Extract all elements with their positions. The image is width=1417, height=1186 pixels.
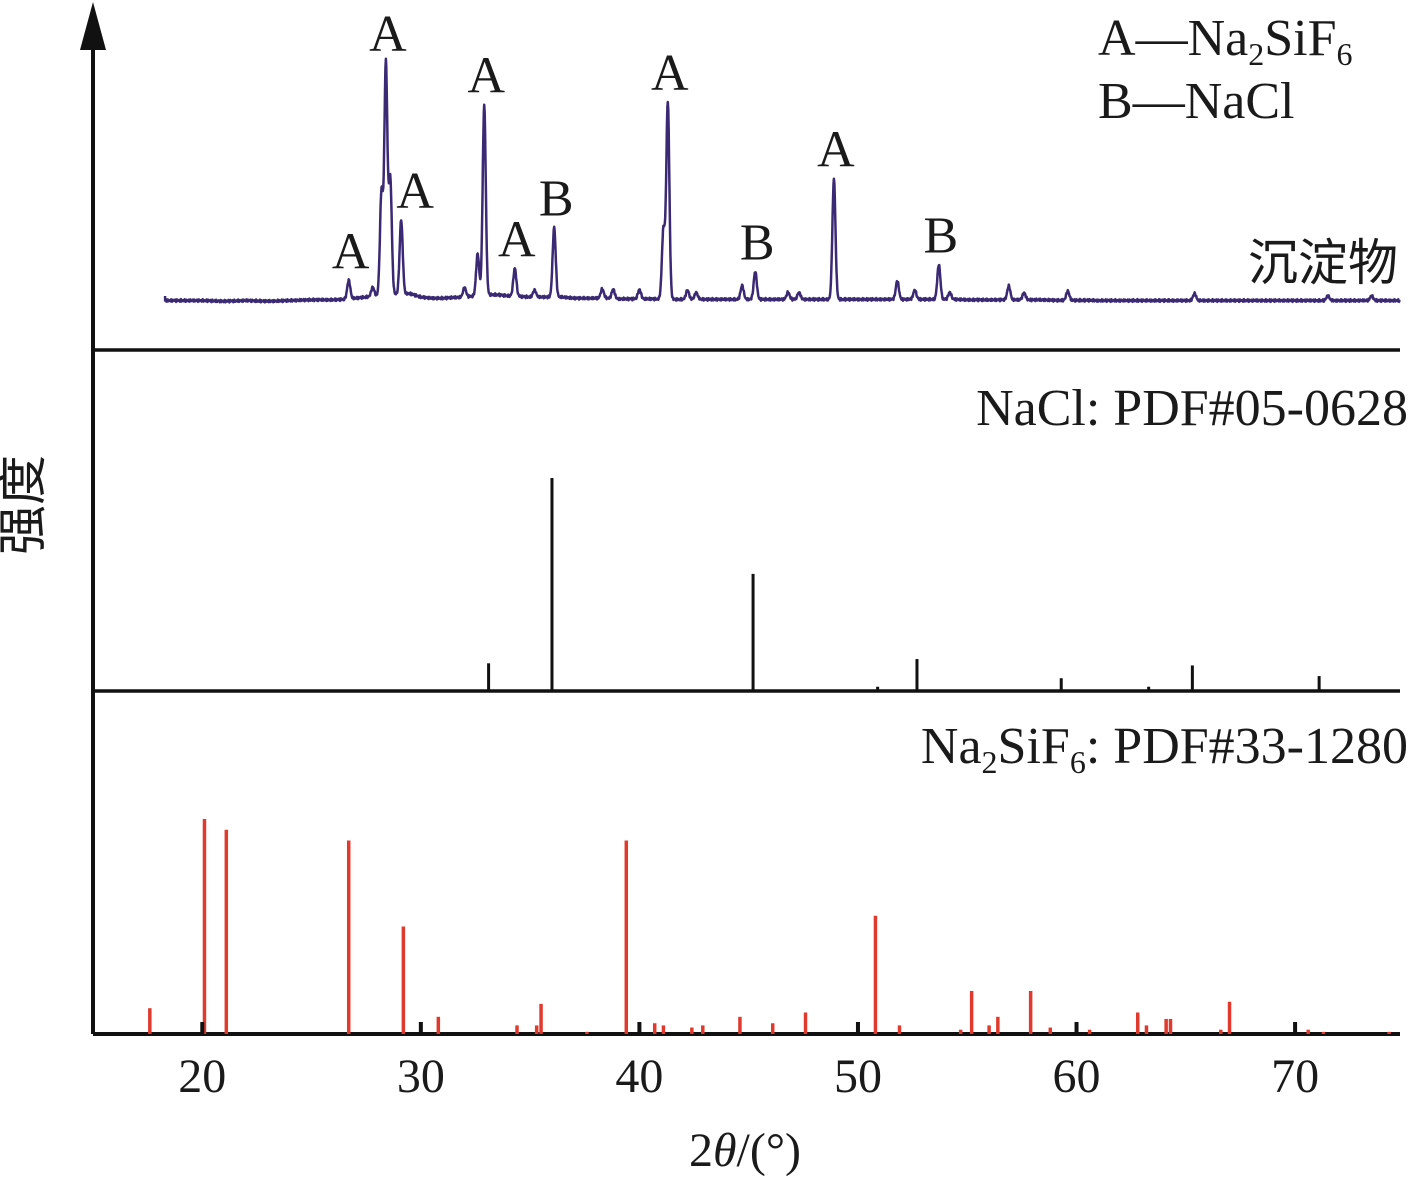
sample-curve (163, 57, 1401, 304)
x-tick-label: 20 (178, 1050, 226, 1103)
peak-label-a: A (467, 48, 505, 105)
x-tick-label: 40 (615, 1050, 663, 1103)
sample-pattern (163, 57, 1401, 304)
peak-label-b: B (539, 170, 574, 227)
x-tick-label: 50 (834, 1050, 882, 1103)
peak-label-b: B (740, 215, 775, 272)
peak-label-a: A (396, 163, 434, 220)
x-tick-label: 70 (1271, 1050, 1319, 1103)
x-axis-label: 2θ/(°) (689, 1124, 801, 1177)
x-axis-label-number: 2 (689, 1124, 713, 1177)
panel-label-na2sif6: Na2SiF6: PDF#33-1280 (921, 718, 1408, 780)
peak-label-a: A (332, 223, 370, 280)
x-axis-label-theta: θ (713, 1124, 737, 1177)
x-tick-label: 60 (1053, 1050, 1101, 1103)
legend: A—Na2SiF6 B—NaCl (1098, 10, 1353, 130)
na2sif6-reference-pattern (148, 819, 1391, 1034)
panel-label-sample: 沉淀物 (1248, 235, 1398, 291)
x-axis-ticks: 20 30 40 50 60 70 (178, 1022, 1319, 1103)
x-tick-label: 30 (397, 1050, 445, 1103)
panel-label-nacl: NaCl: PDF#05-0628 (976, 380, 1408, 437)
legend-item-a: A—Na2SiF6 (1098, 10, 1353, 72)
nacl-reference-pattern (487, 478, 1321, 691)
y-axis-arrow-icon (80, 2, 106, 50)
peak-label-a: A (369, 6, 407, 63)
legend-item-b: B—NaCl (1098, 73, 1294, 130)
peak-label-a: A (817, 122, 855, 179)
peak-label-a: A (651, 45, 689, 102)
x-axis-label-unit: /(°) (737, 1124, 802, 1177)
y-axis-label: 强度 (0, 455, 51, 555)
peak-label-a: A (498, 211, 536, 268)
peak-label-b: B (923, 208, 958, 265)
